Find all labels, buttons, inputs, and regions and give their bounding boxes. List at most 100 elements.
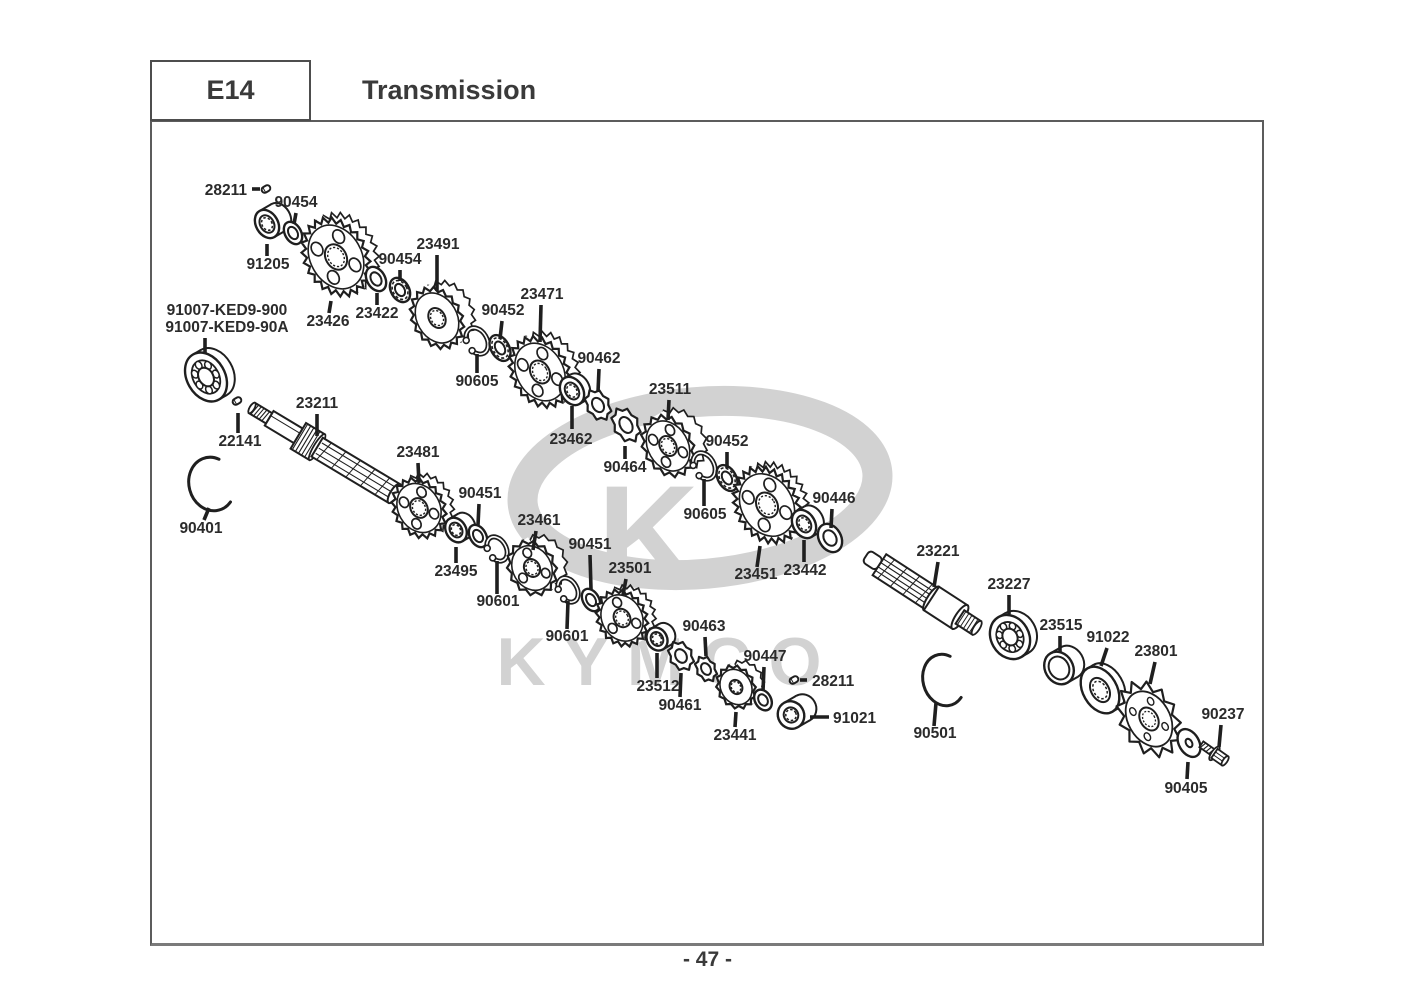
part-number-label: 23422 [355, 305, 398, 322]
part-23461 [505, 533, 569, 597]
callout-23451: 23451 [734, 545, 778, 583]
callout-23515: 23515 [1039, 617, 1083, 652]
callout-91022: 91022 [1086, 629, 1130, 667]
part-number-label: 90452 [705, 433, 748, 450]
callout-90401: 90401 [179, 507, 223, 537]
part-28211 [788, 675, 800, 685]
callout-23227: 23227 [987, 576, 1031, 614]
part-23512 [645, 621, 677, 652]
callout-90464: 90464 [603, 446, 647, 476]
part-number-label: 23481 [396, 444, 439, 461]
part-91022 [1079, 662, 1127, 715]
callout-90454: 90454 [274, 194, 318, 225]
part-90454 [282, 220, 304, 246]
callout-23511: 23511 [649, 381, 692, 421]
part-number-label: 22141 [218, 433, 261, 450]
part-number-label: 90501 [913, 725, 956, 742]
part-number-label: 90605 [683, 506, 726, 523]
part-number-label: 23442 [783, 562, 826, 579]
callout-90452: 90452 [705, 433, 749, 468]
part-number-label: 23471 [520, 286, 563, 303]
callout-23441: 23441 [713, 711, 757, 744]
part-90452 [488, 333, 512, 363]
section-code-box: E14 [150, 60, 311, 121]
part-number-label: 90463 [682, 618, 725, 635]
section-code: E14 [206, 75, 255, 105]
part-number-label: 90401 [179, 520, 222, 537]
callout-23426: 23426 [306, 300, 350, 330]
part-number-label: 90601 [545, 628, 588, 645]
part-90405 [1176, 727, 1202, 759]
part-90447 [752, 688, 774, 712]
part-91007 [183, 347, 236, 403]
callout-90447: 90447 [743, 648, 787, 692]
callout-23495: 23495 [434, 547, 478, 580]
part-23515 [1042, 644, 1086, 686]
callout-22141: 22141 [218, 413, 262, 450]
callout-23481: 23481 [396, 444, 440, 484]
part-91205 [253, 201, 293, 240]
callout-28211: 28211 [205, 182, 260, 199]
callout-90446: 90446 [812, 490, 856, 529]
part-number-label: 23426 [306, 313, 349, 330]
callout-28211: 28211 [800, 673, 855, 690]
diagram-frame [150, 120, 1264, 946]
callout-23442: 23442 [783, 540, 827, 579]
part-number-label: 90454 [378, 251, 421, 268]
part-90237 [1198, 740, 1230, 767]
part-number-label: 23512 [636, 678, 679, 695]
callout-90462: 90462 [577, 350, 621, 393]
part-number-label: 90601 [476, 593, 519, 610]
callout-23221: 23221 [916, 543, 960, 588]
part-number-label: 91022 [1086, 629, 1129, 646]
part-90452 [715, 463, 739, 493]
part-number-label: 23211 [296, 395, 339, 412]
part-91021 [776, 693, 818, 730]
callout-23461: 23461 [517, 512, 561, 551]
part-28211 [260, 184, 272, 194]
callout-90463: 90463 [682, 618, 726, 657]
callout-23501: 23501 [608, 560, 652, 596]
part-number-label: 23451 [734, 566, 777, 583]
part-90464 [610, 407, 642, 443]
callout-23512: 23512 [636, 653, 680, 695]
callout-23491: 23491 [416, 236, 460, 291]
part-number-label: 23461 [517, 512, 560, 529]
part-23511 [639, 406, 709, 479]
part-number-label: 91205 [246, 256, 289, 273]
part-90401 [187, 455, 232, 513]
callout-23471: 23471 [520, 286, 564, 343]
page-title: Transmission [362, 75, 537, 105]
part-number-label: 91007-KED9-900 [167, 302, 288, 319]
callout-90451: 90451 [568, 536, 612, 590]
callout-90452: 90452 [481, 302, 525, 340]
callout-90601: 90601 [476, 561, 520, 610]
part-number-label: 23511 [649, 381, 692, 398]
part-number-label: 23495 [434, 563, 477, 580]
callout-90601: 90601 [545, 600, 589, 645]
part-number-label: 90447 [743, 648, 786, 665]
callout-23422: 23422 [355, 293, 399, 322]
callout-90461: 90461 [658, 672, 702, 714]
part-23422 [364, 265, 388, 293]
part-number-label: 23462 [549, 431, 592, 448]
callout-23801: 23801 [1134, 643, 1178, 685]
part-90605 [689, 450, 718, 482]
part-23441 [714, 659, 766, 710]
callout-90501: 90501 [913, 702, 957, 742]
part-number-label: 90452 [481, 302, 524, 319]
callout-90605: 90605 [683, 479, 727, 523]
part-number-label: 28211 [812, 673, 855, 690]
callout-91021: 91021 [810, 710, 876, 727]
part-90601 [483, 534, 510, 564]
callout-90605: 90605 [455, 354, 499, 390]
part-number-label: 90451 [458, 485, 501, 502]
part-number-label: 28211 [205, 182, 248, 199]
part-90501 [921, 652, 963, 708]
part-90605 [462, 325, 491, 357]
part-22141 [231, 396, 243, 406]
